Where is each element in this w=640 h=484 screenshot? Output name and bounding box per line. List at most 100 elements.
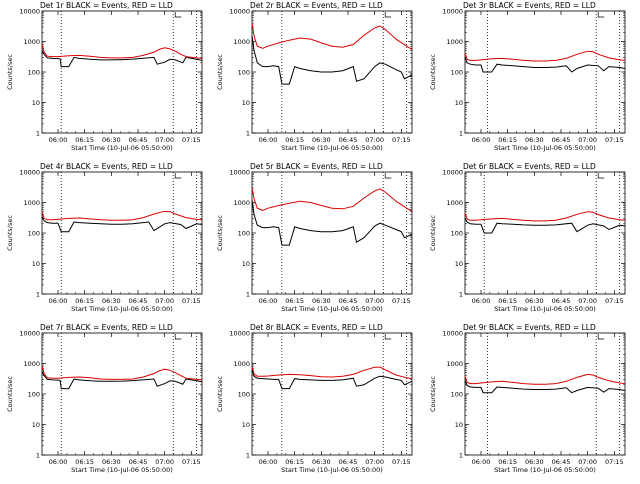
events-series-line — [251, 36, 413, 85]
x-tick-label: 06:30 — [525, 297, 544, 305]
lld-series-line — [464, 50, 626, 62]
x-tick-label: 07:00 — [578, 297, 597, 305]
y-tick-label: 1000 — [23, 199, 40, 207]
x-axis-label: Start Time (10-Jul-06 05:50:00) — [71, 466, 173, 474]
x-tick-label: 06:00 — [49, 136, 68, 144]
x-tick-label: 06:45 — [129, 136, 148, 144]
y-tick-label: 100 — [451, 69, 463, 77]
events-series-line — [41, 50, 203, 68]
x-tick-label: 07:00 — [365, 297, 384, 305]
y-tick-label: 1000 — [23, 360, 40, 368]
y-tick-label: 100 — [238, 69, 250, 77]
x-tick-label: 06:15 — [498, 458, 517, 466]
y-tick-label: 100 — [451, 230, 463, 238]
y-tick-label: 10000 — [19, 8, 40, 16]
y-tick-label: 1 — [459, 452, 463, 460]
y-axis-label: Counts/sec — [216, 215, 224, 251]
x-tick-label: 07:15 — [605, 136, 624, 144]
bracket-marker — [384, 173, 392, 179]
lld-series-line — [251, 187, 413, 212]
y-tick-label: 1000 — [233, 360, 250, 368]
x-tick-label: 06:15 — [498, 297, 517, 305]
y-axis-label: Counts/sec — [216, 376, 224, 412]
axes-frame — [41, 332, 203, 456]
x-tick-label: 06:30 — [102, 297, 121, 305]
y-tick-label: 1 — [246, 291, 250, 299]
x-tick-label: 06:45 — [552, 297, 571, 305]
x-tick-label: 06:00 — [472, 136, 491, 144]
x-tick-label: 06:00 — [259, 458, 278, 466]
y-axis-label: Counts/sec — [6, 215, 14, 251]
x-tick-label: 06:15 — [285, 136, 304, 144]
x-axis-label: Start Time (10-Jul-06 05:50:00) — [494, 305, 596, 313]
x-tick-label: 06:00 — [49, 458, 68, 466]
bracket-marker — [384, 12, 392, 18]
x-tick-label: 06:15 — [498, 136, 517, 144]
plot-title: Det 3r BLACK = Events, RED = LLD — [463, 1, 596, 10]
x-tick-label: 07:00 — [365, 136, 384, 144]
axes-frame — [41, 10, 203, 134]
x-tick-label: 06:45 — [339, 136, 358, 144]
bracket-marker — [174, 173, 182, 179]
x-tick-label: 06:45 — [552, 458, 571, 466]
axes-frame — [464, 332, 626, 456]
x-axis-label: Start Time (10-Jul-06 05:50:00) — [281, 144, 383, 152]
y-tick-label: 10 — [455, 421, 463, 429]
x-tick-label: 07:15 — [605, 297, 624, 305]
x-axis-label: Start Time (10-Jul-06 05:50:00) — [494, 144, 596, 152]
bracket-marker — [597, 12, 605, 18]
y-tick-label: 1 — [246, 452, 250, 460]
lld-series-line — [41, 210, 203, 221]
bracket-marker — [384, 334, 392, 340]
events-series-line — [464, 380, 626, 394]
x-tick-label: 06:00 — [472, 458, 491, 466]
detector-plot-9: Det 9r BLACK = Events, RED = LLD 1 10 100 10… — [429, 323, 626, 474]
y-tick-label: 10 — [455, 260, 463, 268]
y-tick-label: 1000 — [233, 38, 250, 46]
y-axis-label: Counts/sec — [429, 215, 437, 251]
x-tick-label: 06:30 — [102, 458, 121, 466]
x-tick-label: 07:00 — [578, 136, 597, 144]
plot-title: Det 9r BLACK = Events, RED = LLD — [463, 323, 596, 332]
x-axis-label: Start Time (10-Jul-06 05:50:00) — [71, 144, 173, 152]
lld-series-line — [464, 373, 626, 385]
bracket-marker — [174, 334, 182, 340]
x-tick-label: 07:15 — [605, 458, 624, 466]
detector-plot-4: Det 4r BLACK = Events, RED = LLD 1 10 100 10… — [6, 162, 203, 313]
y-tick-label: 1 — [36, 452, 40, 460]
axes-frame — [251, 171, 413, 295]
y-tick-label: 100 — [238, 391, 250, 399]
y-tick-label: 10000 — [19, 330, 40, 338]
y-tick-label: 10000 — [442, 330, 463, 338]
y-tick-label: 10 — [32, 421, 40, 429]
detector-plot-2: Det 2r BLACK = Events, RED = LLD 1 10 100 10… — [216, 1, 413, 152]
plot-title: Det 6r BLACK = Events, RED = LLD — [463, 162, 596, 171]
x-axis-label: Start Time (10-Jul-06 05:50:00) — [281, 466, 383, 474]
detector-plot-5: Det 5r BLACK = Events, RED = LLD 1 10 100 10… — [216, 162, 413, 313]
lld-series-line — [464, 211, 626, 222]
y-tick-label: 10000 — [442, 8, 463, 16]
events-series-line — [251, 200, 413, 246]
x-tick-label: 07:15 — [392, 458, 411, 466]
x-tick-label: 06:45 — [129, 297, 148, 305]
y-tick-label: 1 — [459, 291, 463, 299]
x-tick-label: 06:00 — [472, 297, 491, 305]
y-tick-label: 100 — [28, 391, 40, 399]
x-tick-label: 07:00 — [155, 458, 174, 466]
x-axis-label: Start Time (10-Jul-06 05:50:00) — [71, 305, 173, 313]
y-tick-label: 10 — [242, 421, 250, 429]
events-series-line — [251, 370, 413, 390]
y-axis-label: Counts/sec — [429, 54, 437, 90]
x-tick-label: 07:00 — [155, 136, 174, 144]
y-tick-label: 100 — [238, 230, 250, 238]
y-tick-label: 10000 — [442, 169, 463, 177]
x-tick-label: 07:00 — [155, 297, 174, 305]
detector-plot-6: Det 6r BLACK = Events, RED = LLD 1 10 100 10… — [429, 162, 626, 313]
y-axis-label: Counts/sec — [6, 54, 14, 90]
y-axis-label: Counts/sec — [216, 54, 224, 90]
x-tick-label: 06:30 — [525, 136, 544, 144]
x-tick-label: 07:15 — [182, 458, 201, 466]
x-tick-label: 06:45 — [129, 458, 148, 466]
y-tick-label: 1000 — [446, 199, 463, 207]
